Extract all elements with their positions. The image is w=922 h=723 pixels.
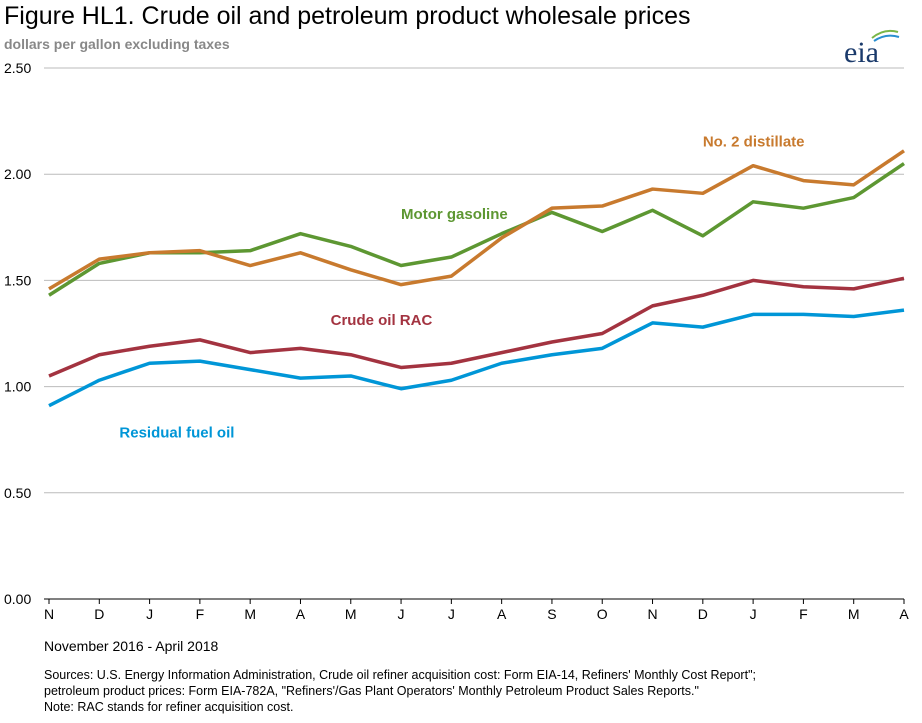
x-tick-label: F xyxy=(196,606,205,622)
x-tick-label: F xyxy=(799,606,808,622)
x-tick-label: N xyxy=(647,606,657,622)
note-line: petroleum product prices: Form EIA-782A,… xyxy=(44,684,699,698)
line-chart: 0.00 0.50 1.00 1.50 2.00 2.50 N D J F M A M J J A S O N D J F… xyxy=(4,60,909,622)
x-tick-label: O xyxy=(597,606,608,622)
series-label: No. 2 distillate xyxy=(703,134,805,151)
y-tick-label: 0.00 xyxy=(4,591,31,607)
x-tick-label: D xyxy=(698,606,708,622)
x-tick-label: M xyxy=(345,606,357,622)
series-line xyxy=(48,149,905,291)
x-tick-label: M xyxy=(848,606,860,622)
x-tick-label: J xyxy=(398,606,405,622)
x-tick-label: D xyxy=(94,606,104,622)
note-line: Sources: U.S. Energy Information Adminis… xyxy=(44,668,756,682)
series-label: Motor gasoline xyxy=(401,206,508,223)
source-notes: Sources: U.S. Energy Information Adminis… xyxy=(44,667,756,715)
eia-logo: eia xyxy=(844,29,900,68)
series-label: Crude oil RAC xyxy=(331,312,433,329)
chart-subtitle: dollars per gallon excluding taxes xyxy=(4,36,230,52)
series-line xyxy=(48,308,905,408)
date-range: November 2016 - April 2018 xyxy=(44,638,219,654)
x-tick-label: J xyxy=(146,606,153,622)
x-tick-label: A xyxy=(296,606,306,622)
y-tick-label: 1.50 xyxy=(4,272,31,288)
series-label: Residual fuel oil xyxy=(119,425,234,442)
series-line xyxy=(48,276,905,378)
x-tick-label: A xyxy=(899,606,909,622)
y-tick-label: 0.50 xyxy=(4,485,31,501)
y-tick-label: 2.00 xyxy=(4,166,31,182)
note-line: Note: RAC stands for refiner acquisition… xyxy=(44,700,294,714)
chart-title: Figure HL1. Crude oil and petroleum prod… xyxy=(4,2,691,30)
x-tick-label: J xyxy=(750,606,757,622)
x-tick-label: N xyxy=(44,606,54,622)
x-tick-label: A xyxy=(497,606,507,622)
x-tick-label: S xyxy=(547,606,556,622)
y-tick-label: 2.50 xyxy=(4,60,31,76)
series-line xyxy=(48,162,905,297)
x-tick-label: M xyxy=(244,606,256,622)
y-tick-label: 1.00 xyxy=(4,379,31,395)
svg-text:eia: eia xyxy=(844,36,879,68)
x-tick-label: J xyxy=(448,606,455,622)
